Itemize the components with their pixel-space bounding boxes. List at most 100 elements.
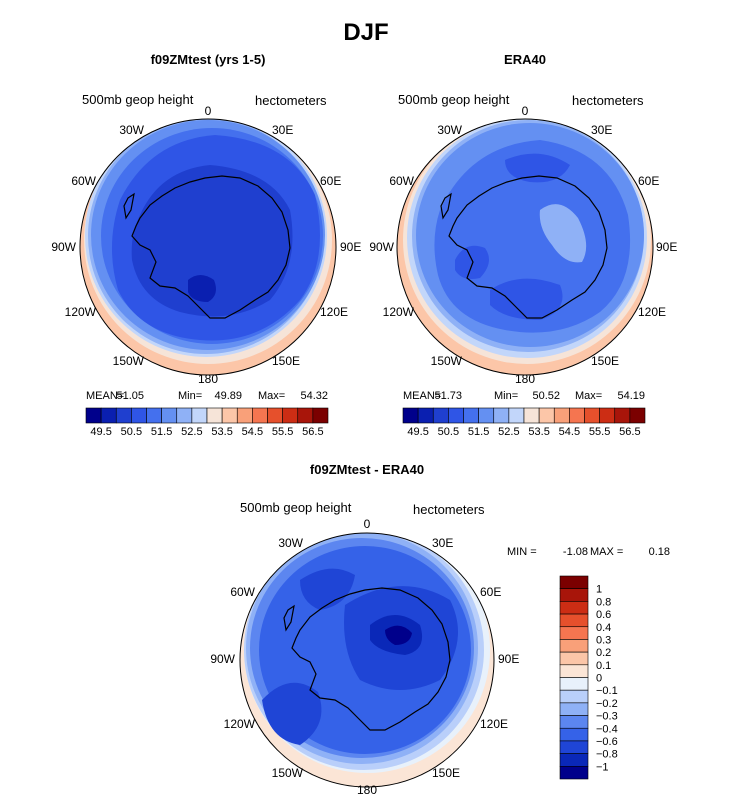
colorbar-tick-label: 50.5 <box>438 426 459 438</box>
colorbar-swatch <box>85 407 102 424</box>
diff-min-value: -1.08 <box>563 546 588 558</box>
diff-max-label: MAX = <box>590 546 623 558</box>
colorbar-swatch <box>432 407 449 424</box>
colorbar-swatch <box>599 407 616 424</box>
panel-obs-colorbar: 49.5 50.5 51.5 52.5 53.5 54.5 55.5 56.5 <box>402 407 646 438</box>
model-lon-60e: 60E <box>320 174 341 188</box>
model-lon-60w: 60W <box>71 174 96 188</box>
colorbar-swatch <box>553 407 570 424</box>
model-max-label: Max= <box>258 390 285 402</box>
panel-model-border <box>79 118 337 376</box>
panel-diff: f09ZMtest - ERA40 500mb geop height hect… <box>210 462 670 797</box>
model-band-min <box>188 275 216 302</box>
colorbar-swatch <box>559 664 589 678</box>
model-lon-120w: 120W <box>65 305 97 319</box>
diff-lon-30w: 30W <box>278 536 303 550</box>
obs-stats: MEAN= 51.73 Min= 50.52 Max= 54.19 <box>403 390 645 402</box>
panel-diff-colorbar: 10.80.60.40.30.20.10−0.1−0.2−0.3−0.4−0.6… <box>559 575 618 780</box>
colorbar-swatch <box>508 407 525 424</box>
colorbar-swatch <box>146 407 162 424</box>
colorbar-tick-label: 0.4 <box>596 622 611 634</box>
model-lon-180: 180 <box>198 372 218 386</box>
obs-lon-30e: 30E <box>591 123 612 137</box>
panel-model-units: hectometers <box>255 93 327 108</box>
diff-lon-150e: 150E <box>432 766 460 780</box>
model-mean-value: 51.05 <box>116 390 144 402</box>
colorbar-swatch <box>297 407 314 424</box>
diff-lon-120e: 120E <box>480 717 508 731</box>
obs-antarctica-outline <box>440 175 608 319</box>
model-lon-0: 0 <box>205 104 212 118</box>
model-stats: MEAN= 51.05 Min= 49.89 Max= 54.32 <box>86 390 328 402</box>
diff-lon-180: 180 <box>357 783 377 797</box>
colorbar-tick-label: 0 <box>596 673 602 685</box>
colorbar-swatch <box>402 407 419 424</box>
colorbar-tick-label: 51.5 <box>468 426 489 438</box>
colorbar-swatch <box>236 407 253 424</box>
panel-obs-title: ERA40 <box>504 52 546 67</box>
diff-lon-90w: 90W <box>210 652 235 666</box>
colorbar-tick-label: −0.3 <box>596 711 618 723</box>
model-lon-120e: 120E <box>320 305 348 319</box>
model-antarctica-outline <box>123 175 291 319</box>
obs-min-label: Min= <box>494 390 518 402</box>
colorbar-swatch <box>523 407 540 424</box>
colorbar-swatch <box>478 407 495 424</box>
colorbar-tick-label: 0.3 <box>596 634 611 646</box>
diff-band-min <box>385 625 412 645</box>
colorbar-tick-label: 50.5 <box>121 426 142 438</box>
figure-title: DJF <box>343 19 388 46</box>
colorbar-swatch <box>312 407 329 424</box>
colorbar-tick-label: 53.5 <box>211 426 232 438</box>
obs-lon-60w: 60W <box>389 174 414 188</box>
panel-diff-variable: 500mb geop height <box>240 500 352 515</box>
colorbar-swatch <box>584 407 600 424</box>
obs-mean-label: MEAN= <box>403 390 441 402</box>
obs-lon-120e: 120E <box>638 305 666 319</box>
model-max-value: 54.32 <box>300 390 328 402</box>
diff-lon-150w: 150W <box>272 766 304 780</box>
colorbar-tick-label: 0.6 <box>596 609 611 621</box>
colorbar-swatch <box>176 407 193 424</box>
obs-lon-90w: 90W <box>369 240 394 254</box>
colorbar-tick-label: 53.5 <box>528 426 549 438</box>
panel-diff-title: f09ZMtest - ERA40 <box>310 462 424 477</box>
model-min-value: 49.89 <box>214 390 242 402</box>
panel-obs-units: hectometers <box>572 93 644 108</box>
colorbar-swatch <box>161 407 178 424</box>
panel-model-title: f09ZMtest (yrs 1-5) <box>151 52 266 67</box>
panel-model-variable: 500mb geop height <box>82 92 194 107</box>
colorbar-swatch <box>559 702 589 716</box>
colorbar-tick-label: 52.5 <box>181 426 202 438</box>
panel-obs-border <box>396 118 654 376</box>
colorbar-swatch <box>559 613 589 628</box>
model-min-label: Min= <box>178 390 202 402</box>
colorbar-tick-label: 54.5 <box>242 426 263 438</box>
diff-min-label: MIN = <box>507 546 537 558</box>
colorbar-swatch <box>559 740 589 754</box>
colorbar-swatch <box>559 639 589 653</box>
obs-band-0 <box>455 245 489 279</box>
colorbar-swatch <box>267 407 283 424</box>
colorbar-swatch <box>614 407 631 424</box>
panel-obs-map <box>397 119 653 375</box>
diff-lon-120w: 120W <box>224 717 256 731</box>
colorbar-tick-label: 55.5 <box>589 426 610 438</box>
colorbar-swatch <box>282 407 299 424</box>
obs-band-top <box>505 153 570 183</box>
colorbar-tick-label: 49.5 <box>407 426 428 438</box>
colorbar-tick-label: 52.5 <box>498 426 519 438</box>
obs-lon-180: 180 <box>515 372 535 386</box>
obs-min-value: 50.52 <box>532 390 560 402</box>
panel-model-colorbar: 49.5 50.5 51.5 52.5 53.5 54.5 55.5 56.5 <box>85 407 329 438</box>
diff-antarctica-outline <box>283 587 451 731</box>
obs-mean-value: 51.73 <box>434 390 462 402</box>
diff-lon-60w: 60W <box>230 585 255 599</box>
colorbar-swatch <box>559 766 589 780</box>
obs-max-label: Max= <box>575 390 602 402</box>
colorbar-tick-label: 0.8 <box>596 596 611 608</box>
colorbar-swatch <box>569 407 585 424</box>
colorbar-tick-label: 0.2 <box>596 647 611 659</box>
panel-diff-border <box>239 532 495 788</box>
colorbar-swatch <box>206 407 223 424</box>
